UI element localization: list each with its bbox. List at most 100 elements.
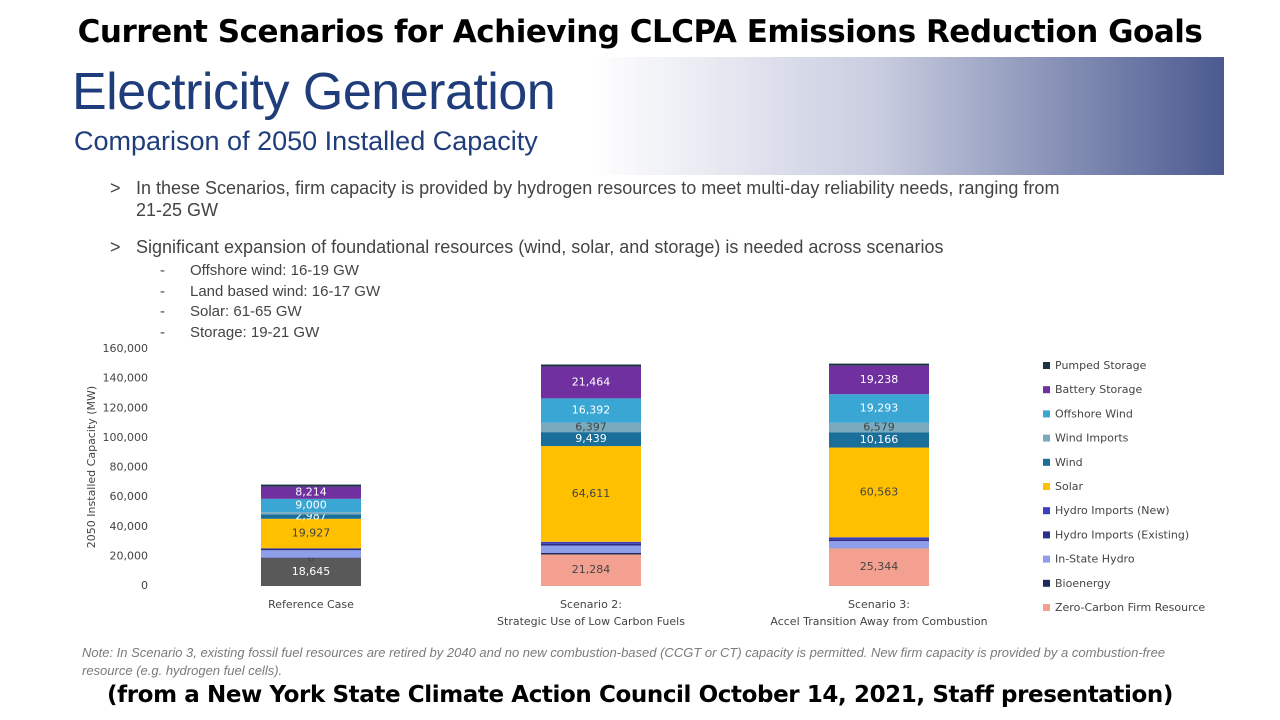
data-label: 60,563	[860, 485, 899, 498]
data-label: 19,238	[860, 373, 899, 386]
data-label: 21,464	[572, 375, 611, 388]
bar-segment	[261, 557, 361, 559]
y-tick-label: 80,000	[110, 461, 149, 474]
x-tick-label: Reference Case	[268, 598, 354, 611]
legend-label: Hydro Imports (Existing)	[1055, 528, 1189, 541]
bar-segment	[261, 558, 361, 586]
y-tick-label: 20,000	[110, 549, 149, 562]
bar-segment	[829, 447, 929, 538]
data-label: 64,611	[572, 487, 611, 500]
legend-label: Pumped Storage	[1055, 359, 1147, 372]
y-tick-label: 160,000	[103, 342, 149, 355]
legend-swatch	[1043, 555, 1050, 563]
data-label: 9,000	[295, 498, 327, 511]
sub-bullet-text: Land based wind: 16-17 GW	[190, 283, 381, 300]
x-tick-label: Scenario 2:	[560, 598, 622, 611]
legend-swatch	[1043, 579, 1050, 587]
sub-marker: -	[160, 324, 165, 341]
bar-segment	[829, 365, 929, 395]
legend-swatch	[1043, 362, 1050, 369]
bar-segment	[261, 486, 361, 499]
sub-marker: -	[160, 283, 165, 300]
sub-bullet: - Storage: 19-21 GW	[160, 324, 319, 341]
legend-label: Solar	[1055, 480, 1084, 493]
data-label: 8,214	[295, 486, 327, 499]
heading: Electricity Generation	[72, 63, 556, 121]
bar-segment	[261, 484, 361, 487]
y-tick-label: 140,000	[103, 372, 149, 385]
legend-label: Battery Storage	[1055, 383, 1142, 396]
data-label: 10,166	[860, 433, 899, 446]
bar-segment	[541, 554, 641, 586]
data-label: 21,284	[572, 563, 611, 576]
bar-segment	[541, 422, 641, 433]
sub-bullet: - Land based wind: 16-17 GW	[160, 283, 380, 300]
footer: (from a New York State Climate Action Co…	[107, 682, 1173, 708]
bar-segment	[541, 364, 641, 367]
sub-marker: -	[160, 303, 165, 320]
sub-bullet: - Solar: 61-65 GW	[160, 303, 302, 320]
data-label: 9,439	[575, 432, 607, 445]
data-label: 19,927	[292, 527, 331, 540]
bar-segment	[261, 548, 361, 551]
bar-segment	[261, 514, 361, 519]
x-tick-label: Accel Transition Away from Combustion	[770, 615, 987, 628]
legend-label: Wind Imports	[1055, 432, 1129, 445]
x-tick-label: Scenario 3:	[848, 598, 910, 611]
bar-segment	[541, 545, 641, 553]
legend-swatch	[1043, 458, 1050, 466]
bar-segment	[261, 498, 361, 513]
bullet-text: Significant expansion of foundational re…	[136, 237, 944, 257]
legend-swatch	[1043, 434, 1050, 442]
data-label: 6,579	[863, 421, 895, 434]
legend-swatch	[1043, 507, 1050, 515]
sub-bullet-text: Offshore wind: 16-19 GW	[190, 262, 359, 279]
bar-segment	[829, 363, 929, 366]
data-label: 16,392	[572, 404, 611, 417]
y-tick-label: 40,000	[110, 520, 149, 533]
y-tick-label: 0	[141, 579, 148, 592]
bar-segment	[541, 541, 641, 544]
y-tick-label: 100,000	[103, 431, 149, 444]
data-label: 6,397	[575, 420, 607, 433]
legend-swatch	[1043, 386, 1050, 394]
data-label: 18,645	[292, 565, 331, 578]
bullet: > Significant expansion of foundational r…	[110, 236, 1090, 258]
bar-segment	[261, 512, 361, 515]
bullet-marker: >	[110, 178, 121, 198]
legend-label: Offshore Wind	[1055, 407, 1133, 420]
legend-label: In-State Hydro	[1055, 553, 1135, 566]
legend-label: Wind	[1055, 456, 1083, 469]
bullet: > In these Scenarios, firm capacity is pr…	[110, 177, 1090, 221]
bar-segment	[541, 366, 641, 399]
bar-segment	[541, 552, 641, 555]
legend-swatch	[1043, 483, 1050, 490]
sub-bullet: - Offshore wind: 16-19 GW	[160, 262, 359, 279]
bar-segment	[829, 394, 929, 423]
y-axis-label: 2050 Installed Capacity (MW)	[85, 386, 98, 548]
bar-segment	[829, 432, 929, 448]
bar-segment	[829, 548, 929, 586]
x-tick-label: Strategic Use of Low Carbon Fuels	[497, 615, 685, 628]
bar-segment	[261, 518, 361, 549]
legend-label: Hydro Imports (New)	[1055, 504, 1170, 517]
data-label: 25,344	[860, 560, 899, 573]
sub-bullet-text: Storage: 19-21 GW	[190, 324, 320, 341]
bar-segment	[829, 541, 929, 549]
data-label: 19,293	[860, 401, 899, 414]
legend-swatch	[1043, 604, 1050, 611]
bar-segment	[829, 539, 929, 542]
chart: 2050 Installed Capacity (MW) 0 20,000 40,0…	[85, 342, 1205, 628]
bar-segment	[541, 543, 641, 546]
note: Note: In Scenario 3, existing fossil fue…	[82, 645, 1166, 678]
bullet-marker: >	[110, 237, 121, 257]
legend-label: Bioenergy	[1055, 577, 1111, 590]
y-tick-label: 60,000	[110, 490, 149, 503]
bar-segment	[261, 550, 361, 558]
bar-segment	[541, 432, 641, 447]
subheading: Comparison of 2050 Installed Capacity	[74, 126, 538, 156]
slide-title: Current Scenarios for Achieving CLCPA Em…	[77, 14, 1203, 50]
legend-swatch	[1043, 531, 1050, 539]
sub-bullet-text: Solar: 61-65 GW	[190, 303, 302, 320]
bar-segment	[829, 422, 929, 433]
